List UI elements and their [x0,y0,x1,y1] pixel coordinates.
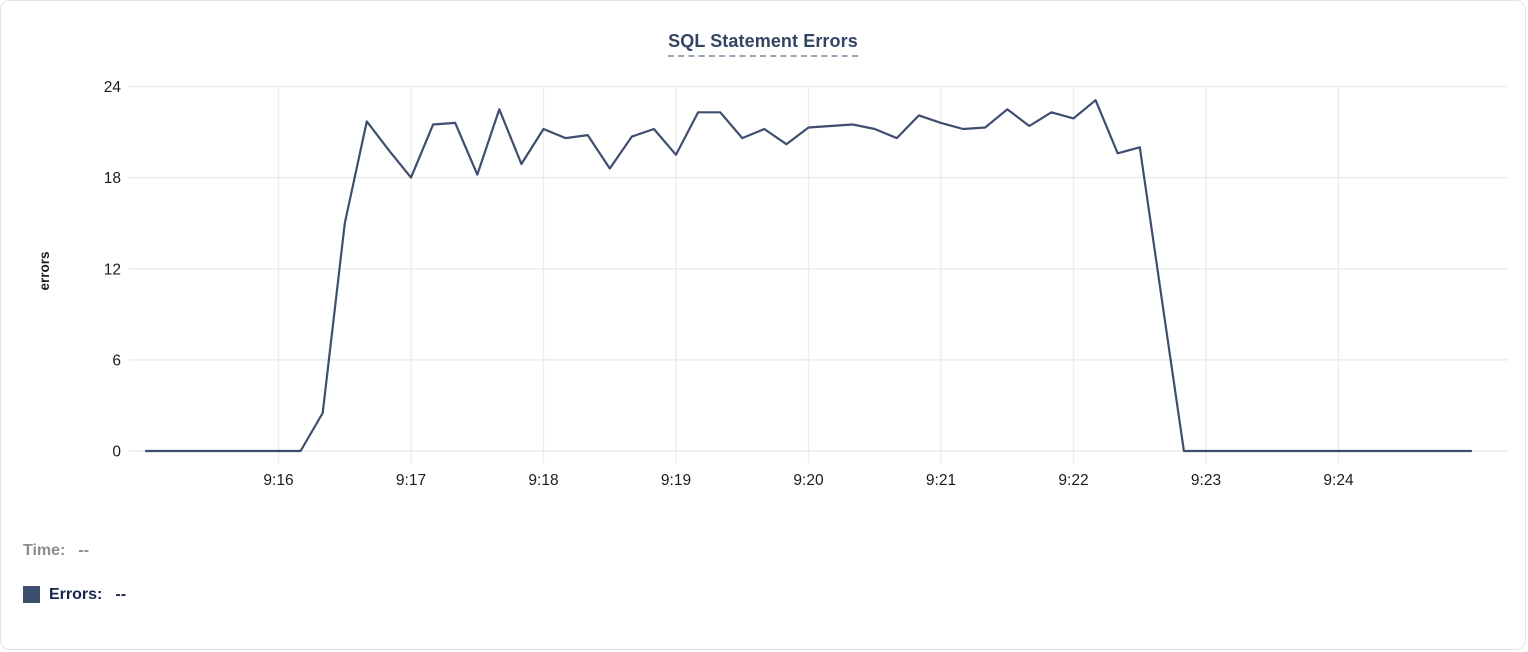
tooltip-time-label: Time: [23,542,66,559]
legend-errors-row: Errors: -- [23,585,126,604]
x-tick-label: 9:17 [396,472,426,489]
x-tick-label: 9:22 [1058,472,1088,489]
tooltip-errors-label: Errors: [49,586,103,603]
errors-series-swatch [23,586,40,603]
y-tick-label: 12 [104,261,121,278]
tooltip-errors-value: -- [115,586,127,603]
x-tick-label: 9:21 [926,472,956,489]
chart-title-row: SQL Statement Errors [1,31,1525,57]
errors-line-series [144,99,1473,453]
y-axis-title: errors [37,251,52,290]
sql-statement-errors-chart[interactable]: 9:16 9:17 9:18 9:19 9:20 9:21 9:22 9:23 9:24 0 6 12… [1,1,1526,506]
x-tick-label: 9:18 [528,472,558,489]
y-tick-label: 6 [112,352,121,369]
y-tick-label: 0 [112,444,121,461]
x-tick-label: 9:19 [661,472,691,489]
chart-title[interactable]: SQL Statement Errors [668,31,858,57]
x-tick-label: 9:23 [1191,472,1221,489]
y-tick-label: 24 [104,79,122,96]
tooltip-time-row: Time: -- [23,541,89,560]
x-tick-label: 9:16 [263,472,293,489]
x-tick-label: 9:24 [1323,472,1354,489]
tooltip-time-value: -- [78,542,90,559]
y-tick-label: 18 [104,170,121,187]
x-tick-label: 9:20 [793,472,824,489]
